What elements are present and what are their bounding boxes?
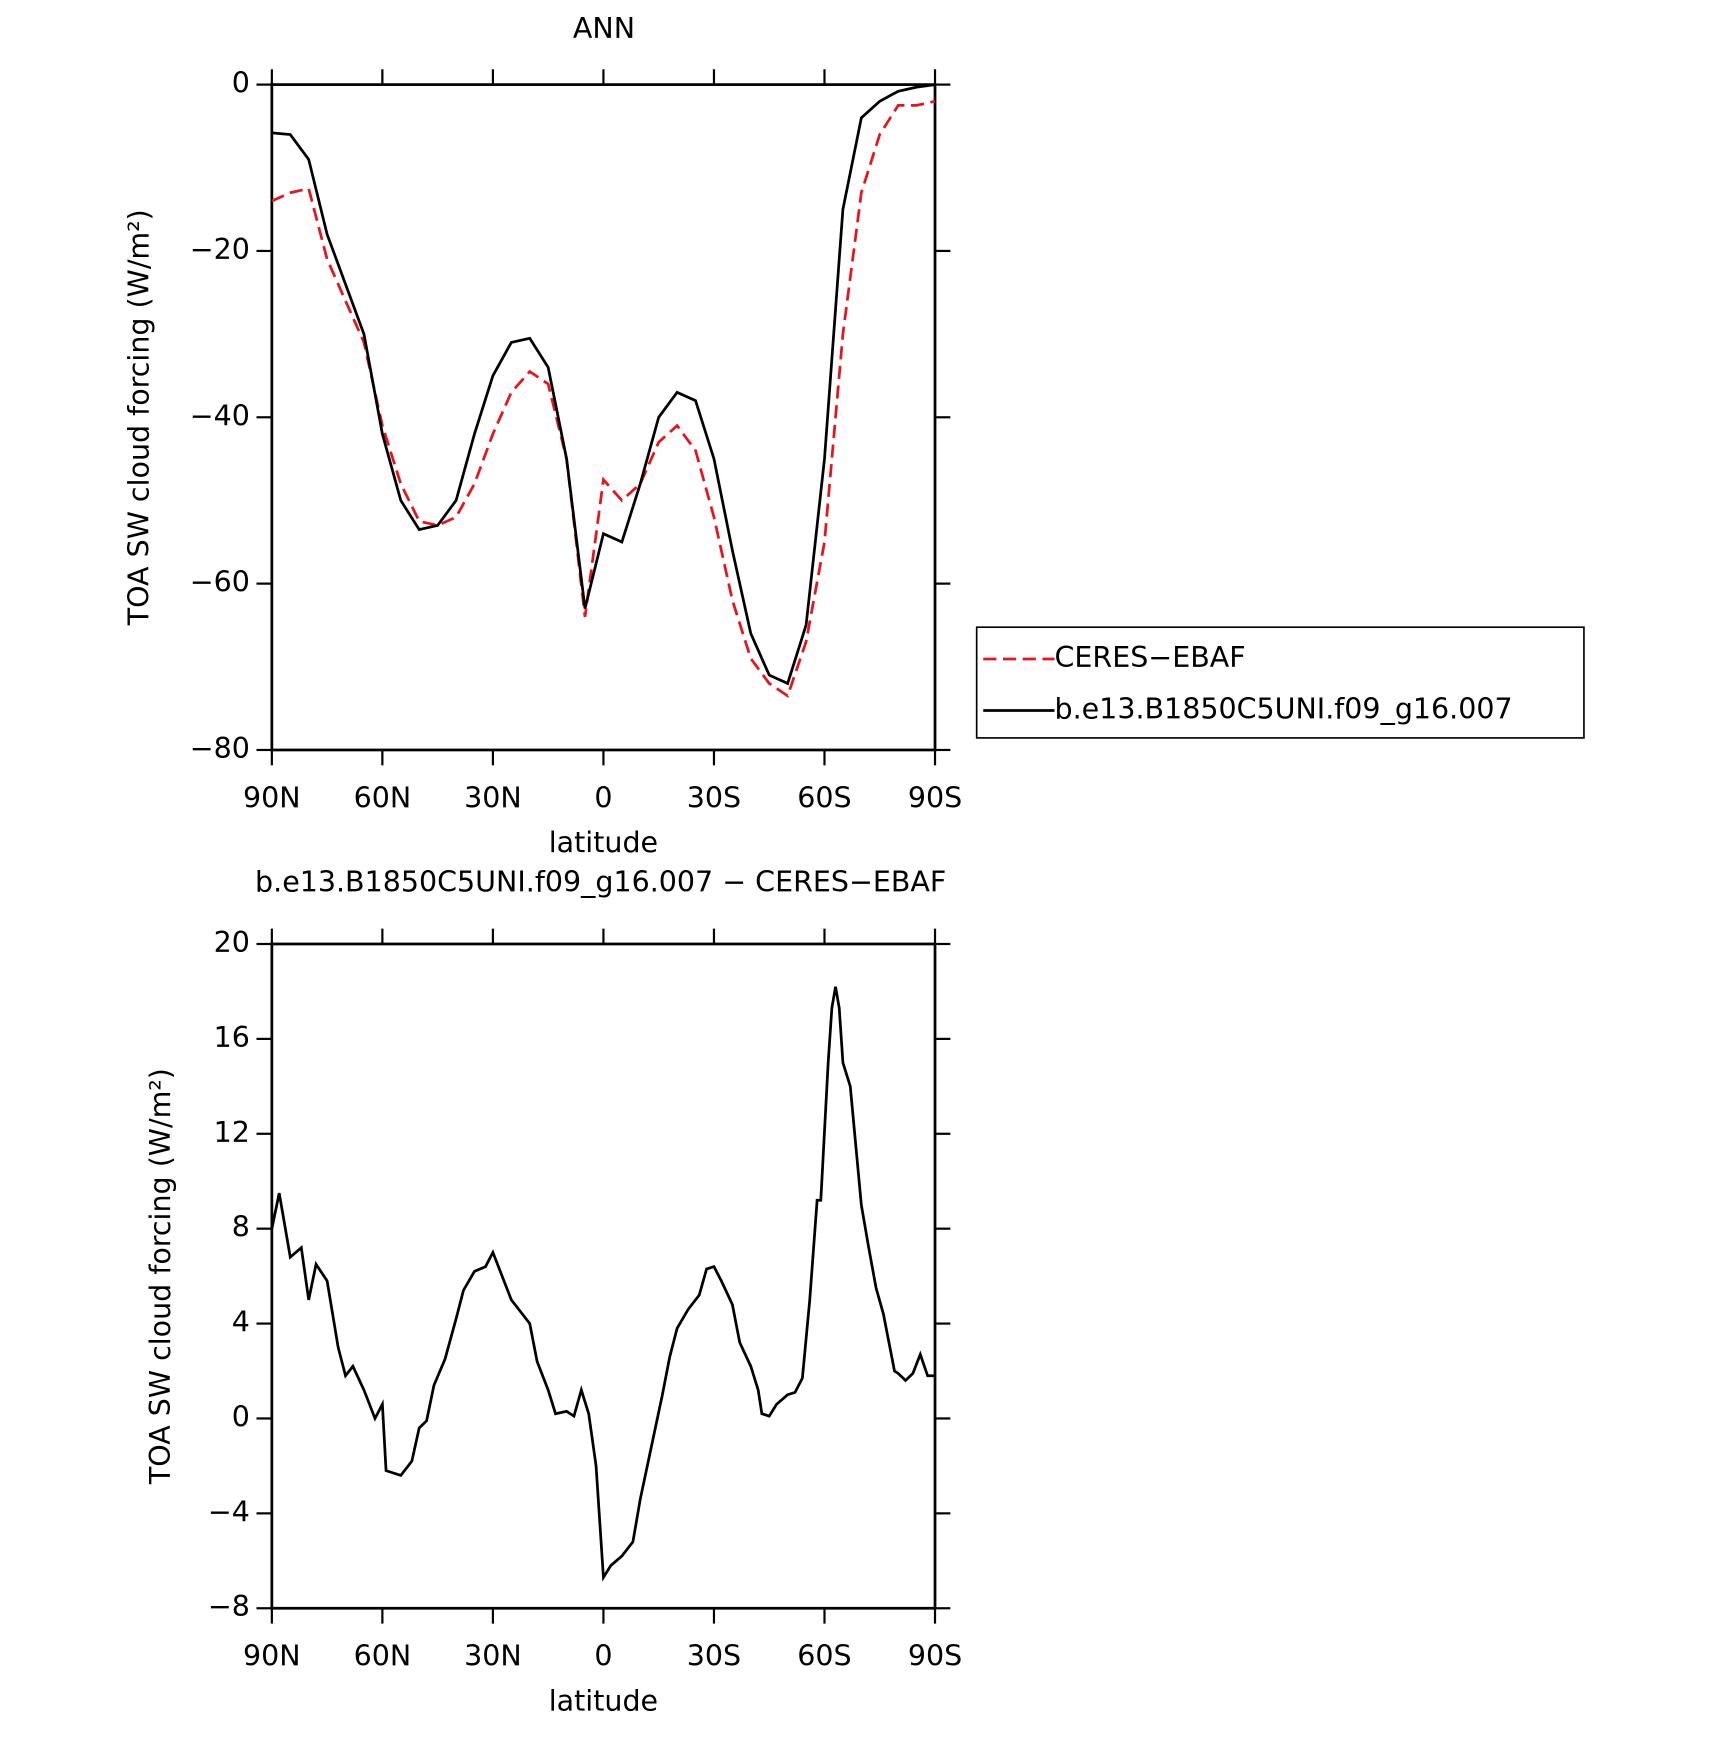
y-tick-label: 16 xyxy=(214,1021,250,1054)
legend-label: b.e13.B1850C5UNI.f09_g16.007 xyxy=(1055,693,1513,726)
y-tick-label: 12 xyxy=(214,1116,250,1149)
y-tick-label: −80 xyxy=(190,732,250,765)
x-axis-label: latitude xyxy=(549,826,658,859)
legend-box xyxy=(975,626,1585,739)
x-tick-label: 90S xyxy=(908,1640,962,1673)
y-tick-label: −40 xyxy=(190,399,250,432)
x-tick-label: 60N xyxy=(354,781,412,814)
data-line xyxy=(271,83,936,686)
x-tick-label: 60S xyxy=(797,781,851,814)
x-axis-label: latitude xyxy=(549,1685,658,1718)
y-tick-label: −20 xyxy=(190,233,250,266)
legend-label: CERES−EBAF xyxy=(1055,641,1246,674)
y-axis-label: TOA SW cloud forcing (W/m²) xyxy=(144,1068,177,1485)
y-tick-label: 8 xyxy=(232,1211,250,1244)
x-tick-label: 0 xyxy=(594,1640,612,1673)
y-tick-label: 0 xyxy=(232,1400,250,1433)
plot-frame xyxy=(270,942,937,1610)
data-line xyxy=(271,99,936,699)
x-tick-label: 60N xyxy=(354,1640,412,1673)
x-tick-label: 90N xyxy=(243,1640,301,1673)
chart-title: ANN xyxy=(573,12,635,45)
x-tick-label: 90S xyxy=(908,781,962,814)
x-tick-label: 30N xyxy=(464,781,522,814)
y-tick-label: 4 xyxy=(232,1306,250,1339)
y-tick-label: 20 xyxy=(214,926,250,959)
x-tick-label: 0 xyxy=(594,781,612,814)
y-tick-label: 0 xyxy=(232,67,250,100)
y-tick-label: −4 xyxy=(208,1495,250,1528)
x-tick-label: 60S xyxy=(797,1640,851,1673)
y-axis-label: TOA SW cloud forcing (W/m²) xyxy=(122,209,155,626)
chart-title: b.e13.B1850C5UNI.f09_g16.007 − CERES−EBA… xyxy=(255,866,946,899)
data-line xyxy=(270,986,936,1582)
x-tick-label: 30N xyxy=(464,1640,522,1673)
x-tick-label: 30S xyxy=(687,1640,741,1673)
x-tick-label: 90N xyxy=(243,781,301,814)
y-tick-label: −60 xyxy=(190,566,250,599)
y-tick-label: −8 xyxy=(208,1590,250,1623)
x-tick-label: 30S xyxy=(687,781,741,814)
